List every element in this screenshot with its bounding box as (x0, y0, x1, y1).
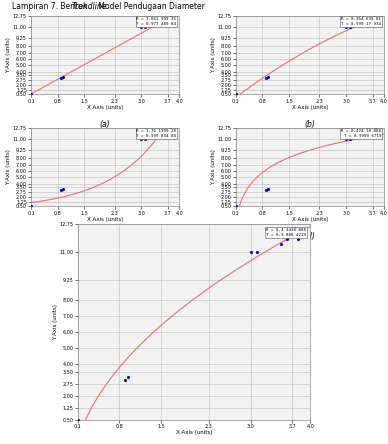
Point (169, 18, 175, 25)
Y-axis label: Y Axis (units): Y Axis (units) (7, 149, 12, 185)
Text: (d): (d) (305, 232, 315, 241)
Point (343, 23, 349, 30)
Point (58, 187, 64, 194)
Point (142, 23, 148, 30)
Point (169, 130, 175, 137)
Point (370, 127, 376, 135)
Point (277, 241, 284, 248)
Point (28, 91, 34, 98)
Point (167, 126, 173, 133)
Text: R = 0.354 639 81
T = 0.999 17 934: R = 0.354 639 81 T = 0.999 17 934 (341, 17, 381, 26)
Point (366, 130, 372, 137)
Point (125, 373, 132, 380)
Y-axis label: Y Axis (units): Y Axis (units) (53, 304, 58, 340)
Point (368, 17, 374, 24)
Point (283, 236, 289, 243)
Point (163, 129, 169, 136)
Text: (b): (b) (305, 120, 315, 129)
Point (293, 225, 299, 232)
Text: R = 1.76 1999 28
T = 0.999 834 88: R = 1.76 1999 28 T = 0.999 834 88 (137, 129, 177, 138)
Point (289, 230, 296, 237)
Point (343, 135, 349, 143)
X-axis label: X Axis (units): X Axis (units) (87, 105, 123, 110)
X-axis label: X Axis (units): X Axis (units) (292, 105, 328, 110)
Y-axis label: Y Axis (units): Y Axis (units) (7, 37, 12, 73)
Point (161, 18, 167, 25)
Point (370, 16, 376, 23)
Point (28, 203, 34, 210)
Point (265, 74, 271, 81)
Text: Lampiran 7. Bentuk: Lampiran 7. Bentuk (12, 2, 90, 11)
Point (368, 129, 374, 136)
Point (263, 187, 269, 194)
Point (138, 23, 144, 30)
Point (58, 75, 64, 82)
Point (157, 132, 163, 139)
Point (371, 126, 378, 133)
Point (161, 130, 167, 137)
Point (122, 376, 128, 383)
Point (373, 18, 379, 25)
Y-axis label: Y Axis (units): Y Axis (units) (211, 149, 216, 185)
Point (165, 16, 171, 23)
Point (295, 236, 301, 243)
X-axis label: X Axis (units): X Axis (units) (176, 430, 212, 435)
Point (286, 233, 293, 240)
X-axis label: X Axis (units): X Axis (units) (87, 217, 123, 222)
Point (142, 135, 148, 143)
Text: Trendline: Trendline (72, 2, 107, 11)
Point (233, 203, 239, 210)
Point (163, 17, 169, 24)
Point (233, 91, 239, 98)
Point (347, 23, 353, 30)
Point (373, 130, 379, 137)
Text: R = 3.063 999 35
T = 0.977 489 84: R = 3.063 999 35 T = 0.977 489 84 (137, 17, 177, 26)
Point (60, 186, 66, 193)
Point (254, 249, 260, 256)
Point (362, 132, 368, 139)
Y-axis label: Y Axis (units): Y Axis (units) (211, 37, 216, 73)
Point (248, 249, 254, 256)
Point (362, 20, 368, 27)
Text: Model Pendugaan Diameter: Model Pendugaan Diameter (96, 2, 205, 11)
Text: (a): (a) (100, 120, 111, 129)
Point (265, 186, 271, 193)
X-axis label: X Axis (units): X Axis (units) (292, 217, 328, 222)
Point (138, 135, 144, 143)
Point (371, 14, 378, 21)
Point (60, 74, 66, 81)
Point (74, 416, 81, 423)
Point (263, 75, 269, 82)
Text: R = 0.424 18 888
T = 0.9999 6719: R = 0.424 18 888 T = 0.9999 6719 (341, 129, 381, 138)
Text: R = 0.4 3438 888
T = 0.9 888 4219: R = 0.4 3438 888 T = 0.9 888 4219 (266, 228, 306, 237)
Text: (c): (c) (100, 232, 110, 241)
Point (347, 135, 353, 143)
Point (366, 18, 372, 25)
Point (157, 20, 163, 27)
Point (167, 14, 173, 21)
Point (165, 127, 171, 135)
